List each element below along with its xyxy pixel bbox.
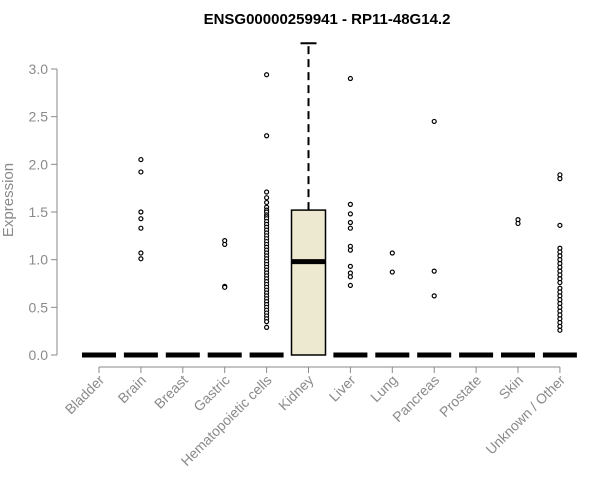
outlier-point: [264, 133, 270, 139]
y-tick-label: 2.0: [29, 156, 49, 172]
box-hematopoietic-cells: [249, 72, 284, 358]
outlier-point: [138, 169, 144, 175]
box-gastric: [207, 238, 242, 358]
y-tick-label: 0.5: [29, 299, 49, 315]
outlier-point: [389, 269, 395, 275]
outlier-point: [347, 247, 353, 253]
x-tick-label: Prostate: [436, 372, 484, 420]
x-tick-label: Pancreas: [389, 372, 442, 425]
outlier-point: [347, 211, 353, 217]
y-tick-label: 1.0: [29, 252, 49, 268]
boxes: [82, 42, 577, 358]
x-tick-label: Bladder: [62, 372, 108, 418]
x-tick-label: Kidney: [275, 372, 317, 414]
box-liver: [333, 75, 368, 358]
y-tick-label: 0.0: [29, 347, 49, 363]
outlier-point: [264, 189, 270, 195]
outlier-point: [138, 225, 144, 231]
box-brain: [123, 156, 158, 358]
box-unknown-other: [542, 172, 577, 358]
box-kidney: [290, 42, 327, 356]
outlier-point: [431, 268, 437, 274]
x-tick-label: Lung: [367, 372, 400, 405]
outlier-point: [138, 250, 144, 256]
outlier-point: [347, 75, 353, 82]
box-pancreas: [417, 118, 452, 358]
outlier-point: [264, 199, 270, 206]
box-lung: [375, 250, 410, 358]
y-axis-label: Expression: [0, 163, 17, 237]
outlier-point: [264, 324, 270, 330]
x-tick-label: Skin: [496, 372, 527, 403]
outlier-point: [389, 250, 395, 256]
outlier-point: [138, 256, 144, 262]
x-tick-label: Liver: [326, 372, 359, 405]
outlier-point: [264, 195, 270, 201]
outlier-point: [138, 209, 144, 215]
outlier-point: [515, 220, 521, 227]
outlier-point: [347, 274, 353, 280]
y-tick-label: 3.0: [29, 61, 49, 77]
x-tick-label: Brain: [115, 372, 149, 406]
outlier-point: [557, 327, 563, 333]
x-tick-label: Unknown / Other: [482, 372, 568, 458]
y-tick-label: 2.5: [29, 109, 49, 125]
x-tick-label: Breast: [151, 372, 191, 412]
box-body: [290, 209, 327, 356]
box-skin: [501, 217, 535, 358]
outlier-point: [264, 319, 270, 325]
outlier-point: [347, 219, 353, 226]
outlier-point: [557, 176, 563, 182]
y-tick-label: 1.5: [29, 204, 49, 220]
outlier-point: [222, 241, 228, 248]
outlier-point: [431, 118, 437, 125]
outlier-point: [347, 201, 353, 207]
outlier-point: [138, 216, 144, 222]
outlier-point: [222, 284, 228, 290]
outlier-point: [557, 279, 563, 286]
y-axis: 0.0 0.5 1.0 1.5 2.0 2.5 3.0: [29, 61, 58, 363]
outlier-point: [347, 225, 353, 231]
chart-title: ENSG00000259941 - RP11-48G14.2: [204, 11, 451, 28]
outlier-point: [138, 156, 144, 163]
outlier-point: [347, 282, 353, 289]
outlier-point: [431, 293, 437, 299]
outlier-point: [264, 72, 270, 78]
outlier-point: [557, 222, 563, 228]
outlier-point: [347, 263, 353, 269]
